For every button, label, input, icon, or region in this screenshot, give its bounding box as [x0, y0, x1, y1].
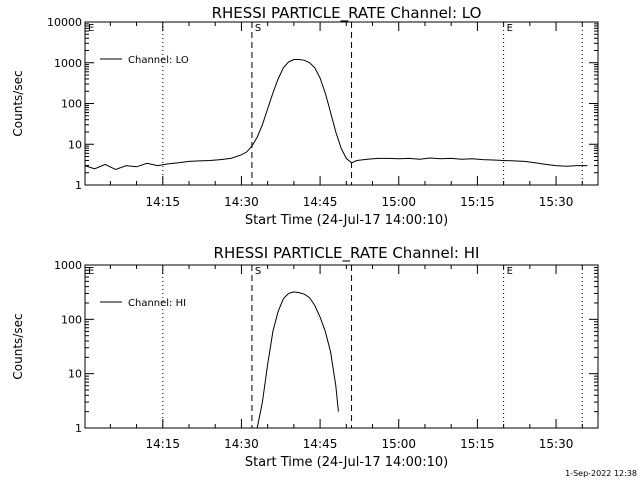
x-tick-label: 15:00	[381, 437, 416, 451]
footer-timestamp: 1-Sep-2022 12:38	[565, 469, 637, 478]
event-marker-label: E	[507, 23, 513, 34]
y-tick-label: 10000	[47, 16, 82, 29]
hi-channel-panel: RHESSI PARTICLE_RATE Channel: HI 1 10 100 10…	[11, 244, 599, 470]
y-tick-label: 1	[75, 422, 82, 435]
x-axis-label: Start Time (24-Jul-17 14:00:10)	[245, 455, 448, 470]
x-tick-label: 14:30	[224, 437, 259, 451]
event-marker-label: E	[88, 266, 94, 277]
y-tick-label: 10	[68, 368, 82, 381]
x-tick-label: 14:30	[224, 195, 259, 209]
plot-frame	[84, 264, 599, 429]
x-tick-label: 15:15	[460, 195, 495, 209]
lo-channel-panel: RHESSI PARTICLE_RATE Channel: LO 1 10 100 10…	[11, 4, 599, 228]
chart-title: RHESSI PARTICLE_RATE Channel: HI	[214, 244, 480, 263]
y-axis-label: Counts/sec	[11, 70, 25, 136]
y-axis-label: Counts/sec	[11, 313, 25, 379]
x-tick-label: 14:45	[303, 195, 338, 209]
event-marker-label: E	[507, 266, 513, 277]
x-tick-label: 15:30	[539, 437, 574, 451]
legend-label: Channel: LO	[128, 55, 189, 66]
x-tick-label: 14:45	[303, 437, 338, 451]
plot-frame	[84, 21, 599, 186]
chart-title: RHESSI PARTICLE_RATE Channel: LO	[212, 4, 482, 23]
series-line	[84, 59, 588, 171]
x-tick-label: 14:15	[145, 195, 180, 209]
event-marker-label: S	[255, 23, 261, 34]
y-tick-label: 100	[61, 313, 82, 326]
event-marker-label: S	[255, 266, 261, 277]
y-tick-label: 1000	[54, 57, 82, 70]
x-axis-label: Start Time (24-Jul-17 14:00:10)	[245, 213, 448, 228]
x-tick-label: 15:30	[539, 195, 574, 209]
y-tick-label: 1000	[54, 259, 82, 272]
series-line	[256, 291, 339, 429]
x-tick-label: 14:15	[145, 437, 180, 451]
y-tick-label: 1	[75, 179, 82, 192]
x-tick-label: 15:15	[460, 437, 495, 451]
x-tick-label: 15:00	[381, 195, 416, 209]
event-marker-label: E	[88, 23, 94, 34]
y-tick-label: 100	[61, 98, 82, 111]
legend-label: Channel: HI	[128, 298, 186, 309]
y-tick-label: 10	[68, 138, 82, 151]
